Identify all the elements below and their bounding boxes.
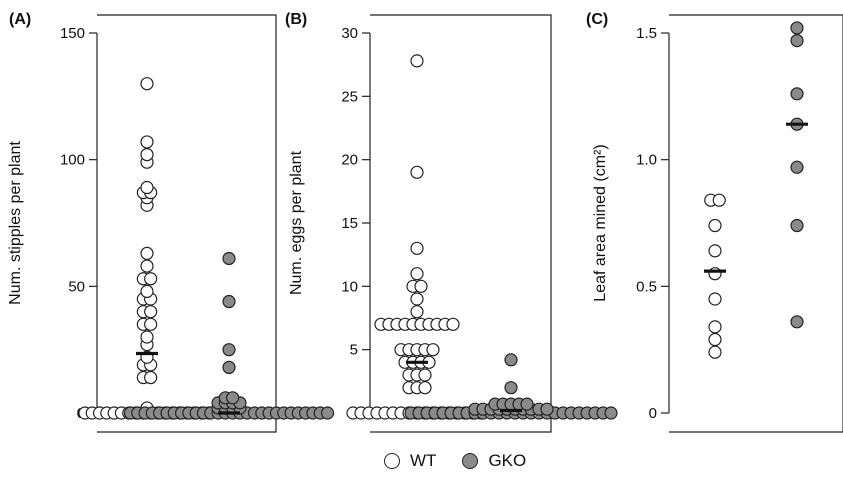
panel-c-wt-point xyxy=(708,320,722,334)
panel-c-y-tick-label: 0.5 xyxy=(636,278,657,295)
panel-c-label: (C) xyxy=(586,11,608,28)
panel-b-wt-point xyxy=(410,241,424,255)
panel-b-wt-point xyxy=(410,292,424,306)
panel-c-gko-point xyxy=(790,33,804,48)
panel-a-gko-point xyxy=(222,294,236,309)
panel-c-y-axis-title: Leaf area mined (cm²) xyxy=(592,144,609,301)
panel-a-wt-point xyxy=(140,77,154,91)
panel-c-wt-point xyxy=(708,218,722,233)
panel-b-gko-point xyxy=(540,402,554,416)
panel-a-wt-point xyxy=(140,259,154,273)
panel-c-wt-point xyxy=(712,193,726,207)
panel-b: 051015202530(B)Num. eggs per plant xyxy=(285,11,618,433)
panel-c-wt-point xyxy=(708,332,722,347)
legend-item-wt: WT xyxy=(384,451,436,471)
panel-b-y-tick-label: 15 xyxy=(341,215,358,232)
panel-b-wt-point xyxy=(418,381,432,395)
panel-c-wt-point xyxy=(708,292,722,306)
panel-b-y-axis-title: Num. eggs per plant xyxy=(288,150,305,295)
legend-wt-label: WT xyxy=(410,451,437,470)
panel-a-wt-point xyxy=(140,330,154,344)
panel-b-y-tick-label: 5 xyxy=(350,342,358,359)
panel-a-wt-point xyxy=(140,284,154,298)
panel-a-wt-point xyxy=(144,272,158,286)
panel-a-wt-point xyxy=(144,305,158,319)
panel-b-gko-point xyxy=(604,406,618,420)
panel-a-y-tick-label: 100 xyxy=(60,152,85,169)
panel-a-y-axis-title: Num. stipples per plant xyxy=(7,141,24,305)
panel-a: 050100150(A)Num. stipples per plant xyxy=(7,11,335,433)
panel-b-y-tick-label: 20 xyxy=(341,152,358,169)
panel-c-gko-point xyxy=(790,87,804,101)
panel-b-label: (B) xyxy=(285,11,307,28)
panel-b-gko-point xyxy=(504,381,518,395)
panel-b-wt-point xyxy=(414,279,428,293)
panel-b-wt-point xyxy=(446,317,460,331)
panel-b-y-tick-label: 10 xyxy=(341,278,358,295)
panel-c-gko-point xyxy=(790,21,804,35)
panel-a-wt-point xyxy=(140,180,154,195)
panel-a-label: (A) xyxy=(9,11,31,28)
panel-b-wt-point xyxy=(410,305,424,319)
panel-b-wt-point xyxy=(410,165,424,179)
panel-c-frame xyxy=(669,14,843,433)
legend-gko-label: GKO xyxy=(488,451,527,470)
panel-b-y-tick-label: 25 xyxy=(341,88,358,105)
panel-c-y-tick-label: 0 xyxy=(649,405,657,422)
panel-c-gko-point xyxy=(790,315,804,329)
legend-item-gko: GKO xyxy=(462,451,526,471)
panel-b-wt-point xyxy=(410,267,424,281)
panel-b-frame xyxy=(370,14,552,433)
panel-a-gko-point xyxy=(222,251,236,266)
panel-c-y-tick-label: 1.5 xyxy=(636,25,657,42)
panel-c-gko-point xyxy=(790,218,804,233)
panel-a-y-tick-label: 50 xyxy=(68,278,85,295)
panel-a-gko-point xyxy=(226,391,240,405)
panel-b-gko-point xyxy=(504,353,518,367)
panel-c: 0 0.5 1.0 1.5 (C) Leaf area mined (cm²) xyxy=(586,11,843,433)
legend-gko-swatch-icon xyxy=(462,453,479,469)
panel-a-gko-point xyxy=(222,343,236,357)
panel-c-wt-point xyxy=(708,267,722,281)
panel-b-gko-point xyxy=(520,397,534,411)
panel-a-wt-point xyxy=(140,148,154,162)
panel-a-y-tick-label: 150 xyxy=(60,25,85,42)
panel-b-wt-point xyxy=(426,343,440,357)
panel-b-wt-point xyxy=(410,54,424,68)
panel-a-wt-point xyxy=(140,135,154,149)
panel-a-wt-point xyxy=(140,246,154,260)
panel-c-wt-point xyxy=(708,345,722,359)
panel-c-wt-point xyxy=(708,244,722,258)
panel-a-wt-point xyxy=(144,317,158,331)
panel-a-frame xyxy=(97,14,277,433)
panel-c-gko-point xyxy=(790,160,804,174)
panel-a-wt-point xyxy=(144,370,158,385)
panel-c-y-tick-label: 1.0 xyxy=(636,152,657,169)
legend: WT GKO xyxy=(384,448,552,474)
panel-a-gko-point xyxy=(222,360,236,374)
panel-b-y-tick-label: 30 xyxy=(341,25,358,42)
panel-b-wt-point xyxy=(418,368,432,382)
legend-wt-swatch-icon xyxy=(384,453,400,469)
panel-a-gko-point xyxy=(320,406,335,420)
